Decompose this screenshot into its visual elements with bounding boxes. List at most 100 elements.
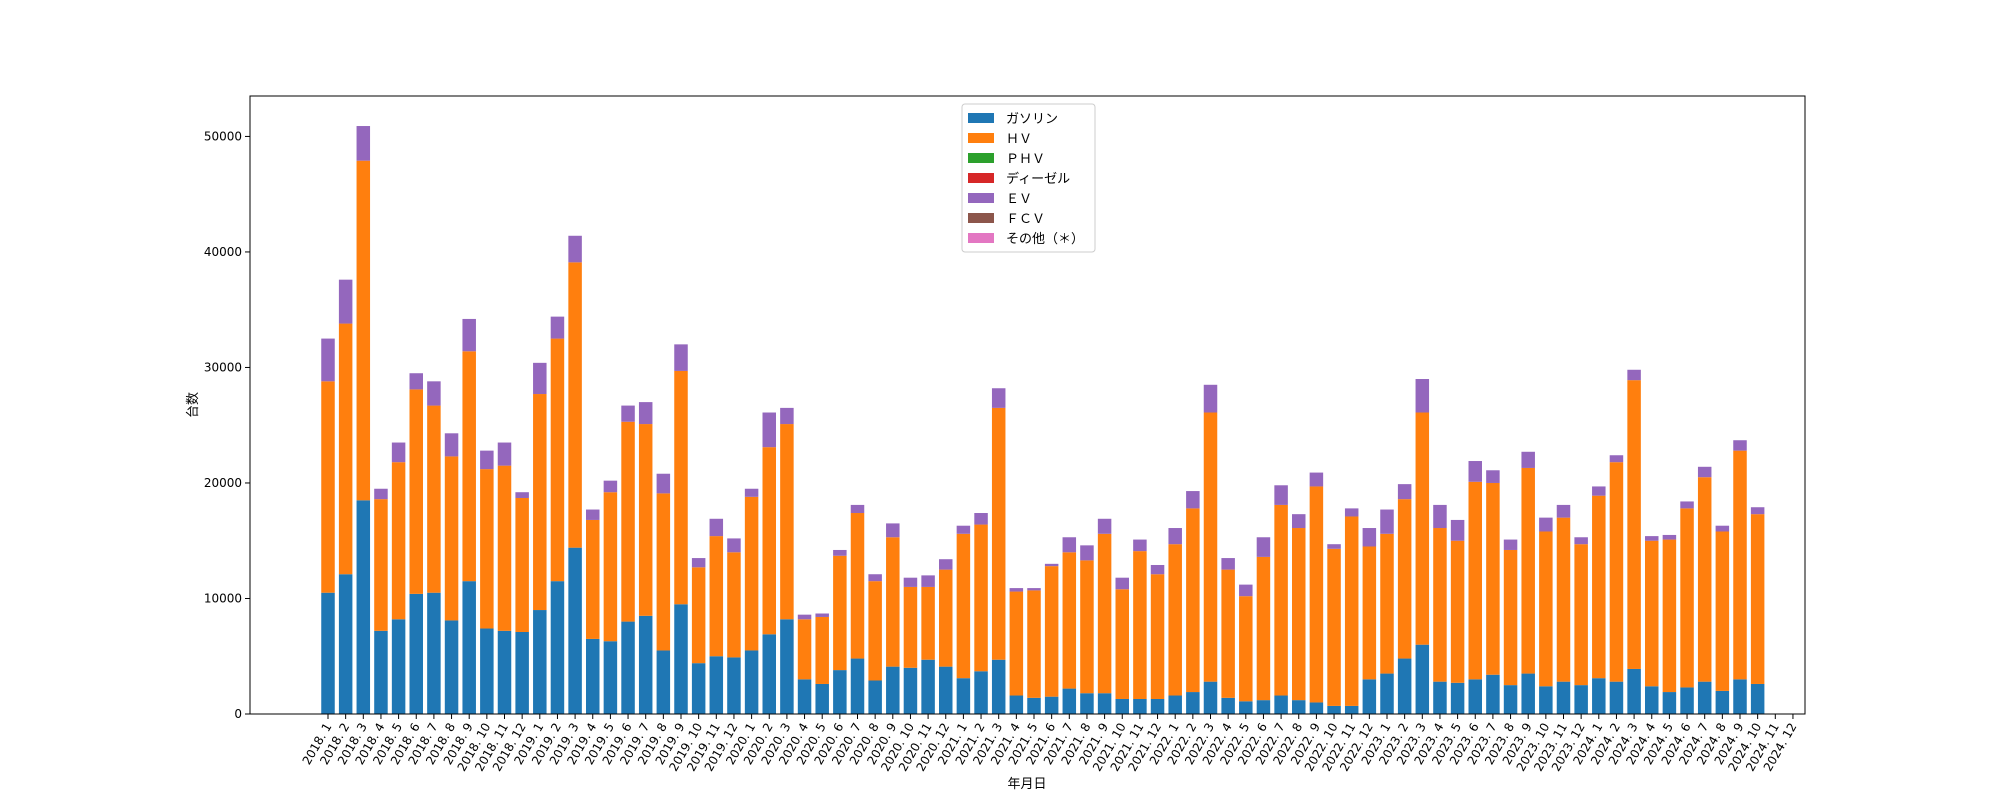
bar-1-41	[1044, 566, 1059, 697]
x-axis-label: 年月日	[1007, 777, 1046, 792]
legend-label: ＦＣＶ	[1006, 212, 1045, 227]
y-tick-label: 50000	[204, 129, 242, 143]
bar-0-42	[1062, 688, 1077, 714]
legend: ガソリン ＨＶ ＰＨＶ ディーゼル ＥＶ ＦＣＶ その他（＊）	[961, 103, 1096, 253]
bar-1-79	[1715, 531, 1730, 691]
bar-4-12	[533, 362, 547, 395]
bar-0-45	[1115, 698, 1129, 714]
bar-layer	[321, 126, 1765, 714]
bar-1-53	[1256, 556, 1271, 701]
bar-4-52	[1239, 584, 1253, 597]
bar-0-46	[1133, 698, 1147, 714]
bar-0-36	[956, 678, 971, 714]
bar-4-8	[462, 318, 476, 352]
bar-4-45	[1115, 577, 1129, 590]
bar-1-46	[1133, 551, 1147, 699]
bar-1-25	[762, 447, 776, 635]
bar-1-2	[356, 160, 371, 501]
bar-1-61	[1397, 499, 1412, 659]
bar-0-21	[691, 663, 706, 714]
bar-4-55	[1292, 514, 1306, 529]
bar-1-12	[533, 394, 547, 611]
bar-0-9	[480, 628, 494, 714]
bar-4-18	[638, 402, 653, 425]
bar-1-38	[991, 407, 1006, 660]
bar-4-66	[1486, 470, 1500, 483]
bar-1-78	[1697, 477, 1712, 682]
bar-4-27	[797, 614, 812, 620]
bar-1-14	[568, 262, 582, 548]
bar-1-77	[1680, 508, 1694, 688]
y-tick-label: 0	[234, 707, 242, 721]
bar-4-61	[1397, 484, 1412, 500]
bar-4-67	[1503, 539, 1518, 550]
bar-0-2	[356, 500, 371, 714]
bar-0-25	[762, 634, 776, 714]
bar-1-10	[497, 465, 512, 631]
bar-1-66	[1486, 482, 1500, 675]
bar-1-31	[868, 581, 882, 681]
bar-1-28	[815, 616, 829, 684]
bar-4-11	[515, 492, 529, 498]
bar-0-13	[550, 581, 565, 714]
bar-4-0	[321, 338, 335, 382]
plot-frame	[249, 95, 1806, 715]
bar-0-33	[903, 667, 918, 714]
bar-0-52	[1239, 701, 1253, 714]
bar-0-37	[974, 671, 988, 714]
bar-4-44	[1097, 518, 1112, 534]
bar-1-65	[1468, 481, 1482, 680]
bar-0-44	[1097, 693, 1112, 714]
bar-4-15	[586, 509, 600, 520]
legend-swatch	[968, 133, 994, 143]
bar-0-22	[709, 656, 724, 714]
bar-1-49	[1186, 508, 1200, 693]
bar-0-58	[1344, 705, 1359, 714]
bar-4-47	[1150, 564, 1165, 575]
bar-4-13	[550, 316, 565, 339]
bar-1-39	[1009, 591, 1024, 696]
bar-1-26	[780, 424, 794, 620]
bar-1-56	[1309, 486, 1324, 703]
bar-1-5	[409, 389, 423, 594]
y-tick-label: 30000	[204, 360, 242, 374]
legend-swatch	[968, 153, 994, 163]
bar-0-35	[939, 666, 953, 714]
bar-4-81	[1750, 507, 1765, 515]
legend-swatch	[968, 233, 994, 243]
bar-0-6	[427, 592, 441, 714]
bar-0-39	[1009, 695, 1024, 714]
bar-4-20	[674, 344, 688, 371]
bar-0-29	[833, 670, 847, 714]
bar-4-28	[815, 613, 829, 617]
bar-1-19	[656, 493, 671, 651]
bar-4-56	[1309, 472, 1324, 487]
bar-4-74	[1627, 369, 1641, 381]
bar-4-21	[691, 558, 706, 568]
bar-0-4	[391, 619, 406, 714]
bar-0-59	[1362, 679, 1377, 714]
bar-1-16	[603, 492, 618, 642]
bar-1-54	[1274, 504, 1288, 696]
bar-1-24	[744, 496, 759, 651]
bar-1-18	[638, 424, 653, 616]
bar-1-20	[674, 370, 688, 605]
bar-4-54	[1274, 485, 1288, 505]
bar-4-23	[727, 538, 741, 553]
bar-1-27	[797, 619, 812, 680]
legend-label: ガソリン	[1006, 112, 1058, 127]
bar-0-53	[1256, 700, 1271, 714]
bar-1-76	[1662, 539, 1677, 693]
bar-1-3	[374, 499, 388, 631]
bar-4-6	[427, 381, 441, 406]
bar-0-69	[1539, 686, 1553, 714]
bar-4-43	[1080, 545, 1094, 561]
bar-0-81	[1750, 683, 1765, 714]
bar-1-63	[1433, 528, 1447, 682]
y-axis-label: 台数	[186, 392, 201, 418]
bar-1-0	[321, 381, 335, 593]
bar-0-66	[1486, 674, 1500, 714]
bar-4-71	[1574, 537, 1588, 545]
bar-4-29	[833, 549, 847, 556]
